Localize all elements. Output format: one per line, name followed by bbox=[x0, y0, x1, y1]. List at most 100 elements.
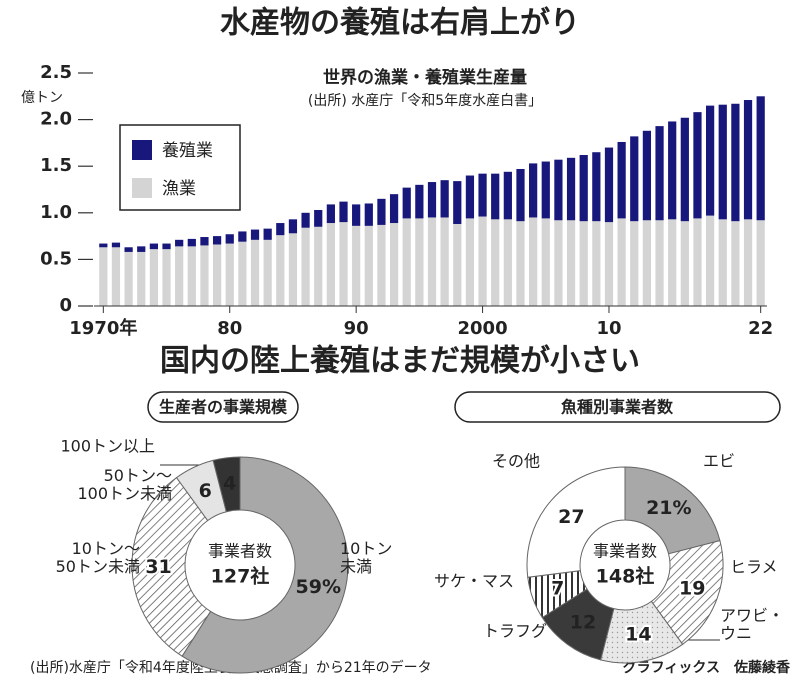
bar-segment bbox=[706, 105, 715, 216]
label-line: アワビ・ bbox=[720, 606, 784, 625]
bar-segment bbox=[541, 161, 550, 219]
value-label: 59% bbox=[296, 576, 341, 598]
bar-segment bbox=[162, 249, 171, 306]
bar-segment bbox=[288, 219, 298, 234]
bar-segment bbox=[238, 241, 247, 306]
bar-segment bbox=[718, 104, 727, 220]
value-label: 21% bbox=[646, 497, 691, 519]
legend-swatch bbox=[132, 178, 152, 198]
bar-segment bbox=[693, 112, 702, 219]
bar-segment bbox=[225, 234, 234, 244]
bar-segment bbox=[655, 220, 664, 306]
bar-segment bbox=[352, 225, 361, 306]
y-tick-label: 2.5 bbox=[40, 62, 72, 83]
category-label: 10トン未満 bbox=[340, 539, 392, 576]
bar-segment bbox=[604, 147, 614, 223]
category-label: 50トン〜 100トン未満 bbox=[77, 466, 172, 503]
label-line: 未満 bbox=[340, 557, 372, 576]
donut-segment bbox=[624, 466, 721, 555]
bar-segment bbox=[415, 184, 424, 219]
bar-segment bbox=[516, 221, 525, 306]
bar-segment bbox=[465, 175, 475, 219]
bar-segment bbox=[339, 222, 348, 306]
bar-segment bbox=[288, 233, 298, 306]
bar-segment bbox=[314, 210, 323, 227]
bar-segment bbox=[579, 155, 588, 222]
bar-segment bbox=[427, 182, 437, 218]
bar-segment bbox=[250, 239, 260, 306]
bar-segment bbox=[99, 243, 108, 248]
bar-segment bbox=[149, 249, 158, 306]
bar-segment bbox=[566, 220, 576, 306]
label-line: 100トン未満 bbox=[77, 484, 172, 503]
bar-segment bbox=[276, 223, 285, 236]
bar-segment bbox=[668, 219, 677, 306]
y-tick-label: 0.5 bbox=[40, 248, 72, 269]
bar-segment bbox=[175, 246, 184, 306]
donut-segment bbox=[212, 456, 241, 513]
bar-segment bbox=[503, 219, 512, 306]
label-line: 50トン〜 bbox=[104, 466, 172, 485]
bar-segment bbox=[529, 217, 538, 306]
bar-segment bbox=[491, 219, 500, 306]
donut-segment bbox=[650, 540, 724, 645]
bar-segment bbox=[680, 221, 689, 306]
y-tick-label: 2.0 bbox=[40, 109, 72, 130]
main-title: 水産物の養殖は右肩上がり bbox=[220, 6, 580, 41]
category-label: 100トン以上 bbox=[60, 437, 155, 456]
bar-segment bbox=[212, 236, 222, 245]
value-label: 14 bbox=[625, 624, 651, 646]
donut-title: 生産者の事業規模 bbox=[159, 398, 288, 417]
bar-segment bbox=[137, 246, 146, 252]
bar-segment bbox=[731, 103, 740, 222]
bar-segment bbox=[339, 201, 348, 223]
bar-segment bbox=[756, 96, 765, 221]
bar-segment bbox=[377, 224, 386, 306]
value-label: 12 bbox=[570, 611, 596, 633]
category-label: その他 bbox=[492, 452, 540, 471]
donut-title: 魚種別事業者数 bbox=[561, 398, 674, 417]
bar-segment bbox=[440, 180, 449, 218]
bar-segment bbox=[668, 121, 677, 220]
bar-segment bbox=[579, 221, 588, 306]
bar-segment bbox=[642, 220, 652, 306]
y-axis-label: 億トン bbox=[21, 90, 63, 106]
bar-segment bbox=[149, 243, 158, 250]
bar-segment bbox=[718, 219, 727, 306]
donut-segment bbox=[131, 476, 212, 657]
bar-segment bbox=[491, 173, 500, 220]
title-pill bbox=[454, 391, 781, 423]
bar-segment bbox=[731, 221, 740, 306]
bar-segment bbox=[225, 243, 234, 306]
bar-segment bbox=[200, 237, 209, 246]
bar-segment bbox=[326, 223, 335, 306]
bar-segment bbox=[415, 218, 424, 306]
value-label: 27 bbox=[558, 506, 584, 528]
value-label: 31 bbox=[145, 556, 171, 578]
value-label: 7 bbox=[551, 578, 564, 600]
legend-swatch bbox=[132, 140, 152, 160]
bar-segment bbox=[276, 235, 285, 306]
bar-segment bbox=[503, 171, 512, 220]
bar-segment bbox=[604, 222, 614, 306]
label-line: 50トン未満 bbox=[56, 557, 140, 576]
label-line: ウニ bbox=[720, 624, 752, 643]
bar-segment bbox=[743, 219, 753, 306]
y-tick-label: 1.5 bbox=[40, 155, 72, 176]
bar-segment bbox=[162, 243, 171, 250]
bar-segment bbox=[364, 225, 373, 306]
category-label: アワビ・ウニ bbox=[720, 606, 784, 643]
y-tick-label: 1.0 bbox=[40, 202, 72, 223]
bar-segment bbox=[554, 159, 563, 221]
bar-segment bbox=[352, 204, 361, 226]
donut-segment bbox=[526, 466, 626, 578]
bar-segment bbox=[377, 198, 386, 225]
bar-segment bbox=[187, 246, 196, 306]
bar-segment bbox=[743, 100, 753, 220]
bar-segment bbox=[301, 212, 310, 228]
bar-segment bbox=[326, 204, 335, 224]
bar-segment bbox=[478, 173, 487, 217]
legend-label: 養殖業 bbox=[162, 141, 213, 161]
bar-segment bbox=[124, 251, 133, 306]
